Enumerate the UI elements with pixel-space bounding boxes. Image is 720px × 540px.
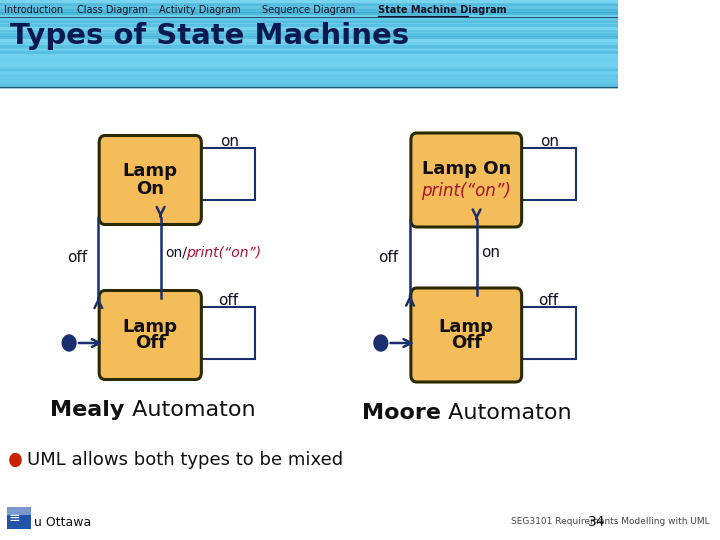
Text: on: on (481, 245, 500, 260)
Bar (0, 21, 618, 23)
Text: print(“on”): print(“on”) (186, 246, 261, 260)
Text: off: off (67, 250, 87, 265)
Bar (0, 69, 618, 71)
Text: Class Diagram: Class Diagram (77, 5, 148, 15)
Text: Moore: Moore (361, 403, 441, 423)
Bar (0, 84, 618, 88)
Text: on/: on/ (165, 246, 186, 260)
FancyBboxPatch shape (411, 133, 522, 227)
Text: Lamp: Lamp (123, 318, 178, 335)
Text: Activity Diagram: Activity Diagram (159, 5, 240, 15)
Bar (7, 507, 31, 529)
Bar (0, 24, 618, 27)
Text: Mealy: Mealy (50, 401, 125, 421)
Bar (0, 48, 618, 50)
Text: off: off (539, 293, 558, 308)
Bar (7, 507, 31, 515)
Text: Lamp: Lamp (123, 163, 178, 180)
Bar (0, 27, 618, 31)
Text: off: off (218, 293, 238, 308)
Bar (0, 0, 618, 88)
Bar (0, 39, 618, 42)
FancyBboxPatch shape (99, 136, 202, 225)
Bar (0, 30, 618, 32)
Bar (0, 88, 618, 540)
Text: SEG3101 Requirements Modelling with UML: SEG3101 Requirements Modelling with UML (511, 517, 709, 526)
Bar (0, 87, 618, 89)
Circle shape (10, 454, 21, 467)
Text: u Ottawa: u Ottawa (35, 516, 91, 529)
Bar (195, 148, 256, 200)
Bar (0, 78, 618, 80)
Bar (0, 15, 618, 17)
FancyBboxPatch shape (99, 291, 202, 380)
Bar (0, 75, 618, 77)
Text: Off: Off (451, 334, 482, 353)
Text: Sequence Diagram: Sequence Diagram (262, 5, 355, 15)
Bar (195, 307, 256, 359)
Text: Lamp: Lamp (438, 318, 494, 335)
Text: on: on (541, 134, 559, 149)
Text: print(“on”): print(“on”) (421, 182, 511, 200)
Text: UML allows both types to be mixed: UML allows both types to be mixed (27, 451, 343, 469)
Text: Automaton: Automaton (125, 401, 255, 421)
Text: 34: 34 (588, 515, 606, 529)
Bar (0, 36, 618, 39)
Bar (0, 60, 618, 63)
Text: State Machine Diagram: State Machine Diagram (378, 5, 506, 15)
Bar (0, 81, 618, 85)
Bar (0, 6, 618, 10)
Bar (0, 42, 618, 45)
Bar (0, 9, 618, 13)
Bar (0, 54, 618, 57)
Bar (516, 148, 576, 200)
Circle shape (374, 335, 387, 351)
Text: Automaton: Automaton (441, 403, 571, 423)
Bar (0, 72, 618, 74)
Bar (0, 57, 618, 59)
Text: ≡: ≡ (9, 511, 20, 525)
Bar (516, 307, 576, 359)
Text: On: On (136, 179, 164, 198)
Bar (0, 18, 618, 21)
Circle shape (62, 335, 76, 351)
Text: on: on (220, 134, 239, 149)
Text: Types of State Machines: Types of State Machines (10, 22, 410, 50)
Bar (0, 33, 618, 37)
Text: Lamp On: Lamp On (422, 160, 511, 178)
Text: Introduction: Introduction (4, 5, 63, 15)
Bar (0, 45, 618, 49)
Bar (0, 51, 618, 54)
Text: Off: Off (135, 334, 166, 353)
Bar (0, 12, 618, 15)
FancyBboxPatch shape (411, 288, 522, 382)
Text: off: off (379, 250, 399, 265)
Bar (0, 66, 618, 68)
Bar (0, 3, 618, 6)
Bar (0, 63, 618, 66)
Bar (0, 0, 618, 4)
